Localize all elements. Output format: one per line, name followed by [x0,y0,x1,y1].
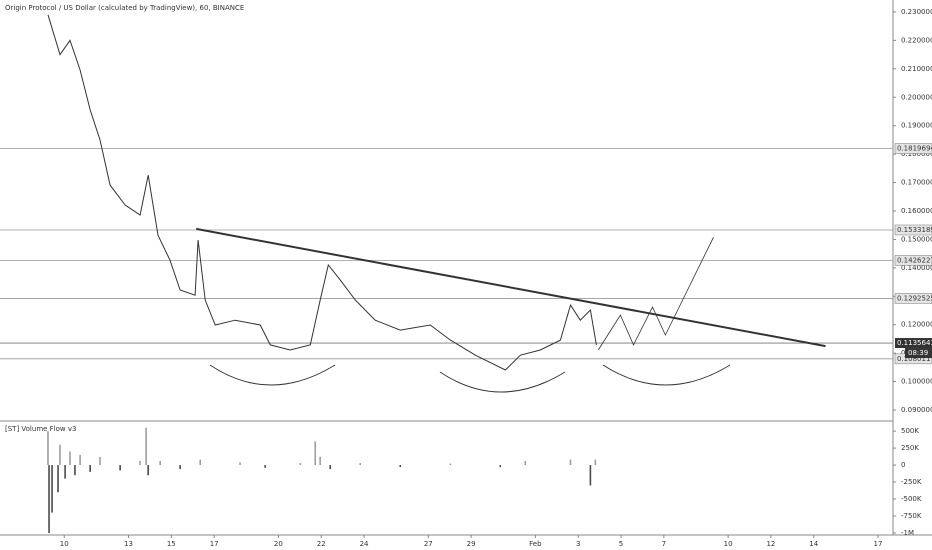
y-tick-label: 0.18000000 [901,150,932,158]
volume-bar [239,462,241,466]
x-tick-label: 20 [274,540,283,548]
y-tick-label: 0.21000000 [901,65,932,73]
volume-bar [119,465,121,471]
indicator-title: [ST] Volume Flow v3 [5,425,76,433]
x-tick-label: 14 [809,540,818,548]
last-price-box [895,338,932,349]
projection-line [597,237,714,351]
x-tick-label: 12 [766,540,775,548]
x-tick-label: 13 [124,540,133,548]
volume-bar [594,459,597,466]
volume-bar [524,460,527,466]
arc [209,364,336,386]
y-tick-label: 0.20000000 [901,93,932,101]
volume-bar [99,456,101,466]
volume-bar [48,465,50,533]
volume-bar [79,454,81,466]
y-tick-label: 500K [901,427,919,435]
level-label-box [894,224,932,236]
volume-bar [319,456,321,466]
level-label: 0.18196942 [897,145,932,153]
volume-bar [57,465,59,493]
x-tick-label: 10 [60,540,69,548]
x-tick-label: Feb [529,540,542,548]
volume-bar [589,465,592,486]
y-tick-label: 0.23000000 [901,8,932,16]
arc [602,364,731,386]
volume-bar [147,465,149,476]
y-tick-label: 0 [901,461,905,469]
volume-bar [64,465,66,479]
y-tick-label: 0.15000000 [901,235,932,243]
y-tick-label: -500K [901,495,922,503]
volume-bar [69,451,71,466]
volume-bar [399,465,402,468]
x-tick-label: 10 [724,540,733,548]
y-tick-label: -250K [901,478,922,486]
x-tick-label: 15 [167,540,176,548]
y-tick-label: 0.12000000 [901,321,932,329]
y-tick-label: 0.09000000 [901,406,932,414]
countdown: 08:39 [908,349,928,357]
y-tick-label: -1M [901,529,914,537]
last-price-label: 0.11356411 [897,339,932,347]
x-tick-label: 24 [360,540,369,548]
x-tick-label: 27 [424,540,433,548]
volume-bar [74,465,76,476]
volume-bar [569,459,572,466]
volume-bar [139,460,141,466]
volume-bar [264,465,266,468]
arc [439,371,566,393]
volume-bar [159,460,161,466]
y-tick-label: 250K [901,444,919,452]
x-tick-label: 29 [467,540,476,548]
x-tick-label: 17 [874,540,883,548]
volume-bar [47,431,49,466]
volume-bar [179,465,181,470]
level-label: 0.10801170 [897,355,932,363]
volume-bar [59,444,61,466]
volume-bar [329,465,332,470]
level-label-box [894,143,932,154]
y-tick-label: 0.16000000 [901,207,932,215]
x-tick-label: 17 [210,540,219,548]
volume-bar [299,463,302,466]
x-tick-label: 3 [576,540,580,548]
x-tick-label: 5 [619,540,623,548]
level-label: 0.14262277 [897,256,932,264]
level-label: 0.12925255 [897,294,932,302]
volume-bar [89,465,91,472]
volume-bar [314,441,317,466]
volume-bar [449,463,452,466]
y-tick-label: 0.19000000 [901,122,932,130]
volume-bar [499,465,502,468]
level-label-box [894,255,932,266]
y-tick-label: 0.10000000 [901,378,932,386]
y-tick-label: 0.14000000 [901,264,932,272]
volume-bar [199,459,202,466]
trendline [196,227,826,348]
y-tick-label: 0.17000000 [901,179,932,187]
price-line [47,14,597,371]
y-tick-label: -750K [901,512,922,520]
x-tick-label: 22 [317,540,326,548]
y-tick-label: 0.22000000 [901,36,932,44]
x-tick-label: 7 [662,540,666,548]
volume-bar [145,427,147,466]
level-label: 0.15331895 [897,226,932,234]
countdown-box [905,348,932,359]
volume-bar [51,465,53,513]
volume-bar [359,463,361,466]
chart-title: Origin Protocol / US Dollar (calculated … [5,4,244,12]
level-label-box [894,293,932,304]
